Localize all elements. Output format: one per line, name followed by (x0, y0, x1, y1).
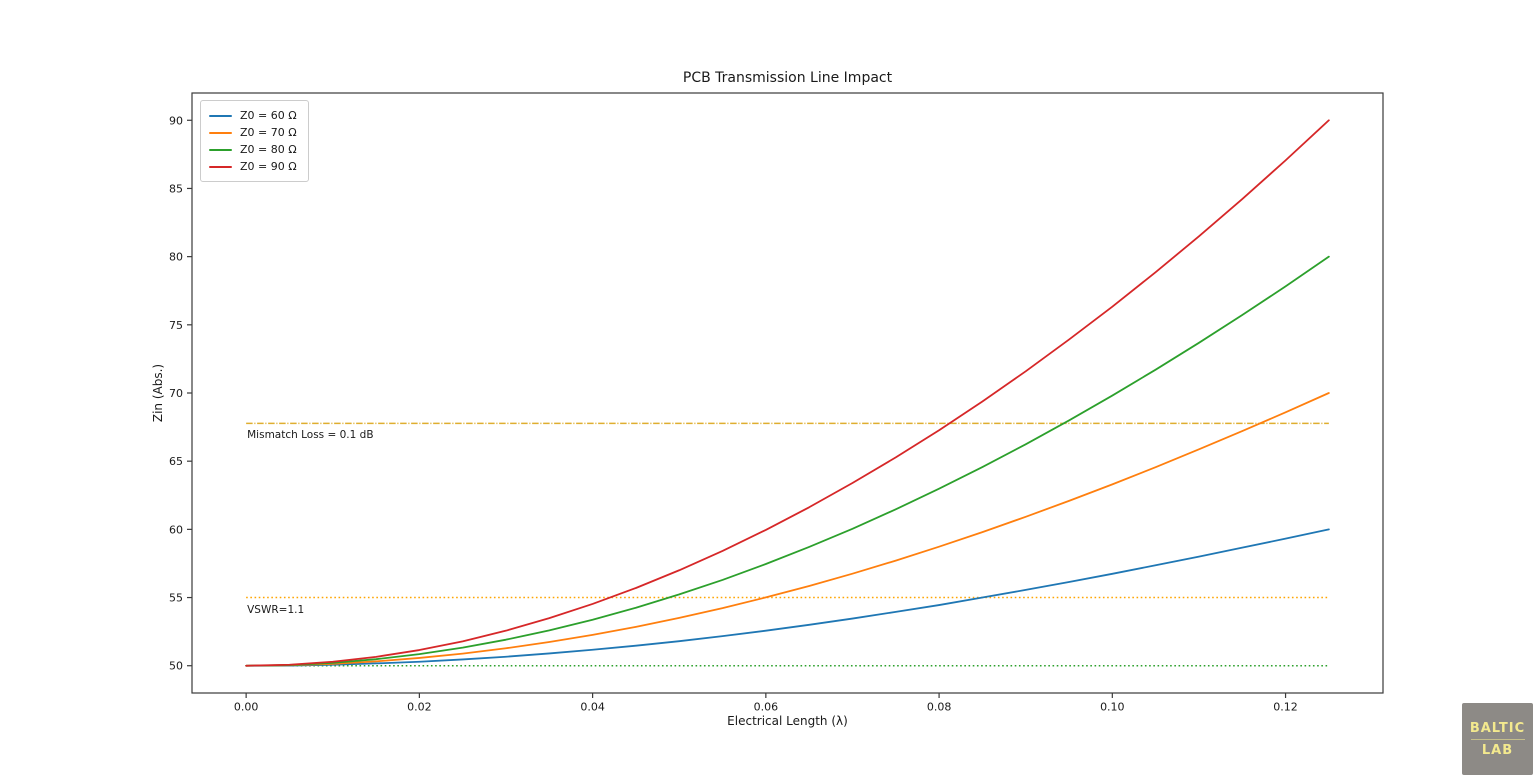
y-axis-label: Zin (Abs.) (151, 363, 165, 423)
curve-070 (245, 392, 1330, 667)
legend-line-swatch (209, 114, 232, 117)
legend-item: Z0 = 60 Ω (209, 107, 297, 124)
legend-label: Z0 = 80 Ω (240, 143, 297, 156)
y-tick-label: 55 (169, 592, 183, 605)
chart-title: PCB Transmission Line Impact (682, 70, 893, 86)
x-tick-label: 0.12 (1273, 701, 1298, 714)
curve-080 (245, 255, 1330, 667)
y-tick-label: 85 (169, 182, 183, 195)
y-tick-label: 60 (169, 523, 183, 536)
legend-label: Z0 = 70 Ω (240, 126, 297, 139)
x-tick-label: 0.08 (927, 701, 952, 714)
watermark-divider (1470, 738, 1525, 740)
watermark-text-top: BALTIC (1469, 720, 1526, 736)
legend: Z0 = 60 Ω Z0 = 70 Ω Z0 = 80 Ω Z0 = 90 Ω (200, 100, 309, 182)
x-tick-label: 0.10 (1100, 701, 1125, 714)
legend-label: Z0 = 60 Ω (240, 109, 297, 122)
baltic-lab-logo: BALTIC LAB (1462, 703, 1533, 775)
curve-060 (245, 528, 1330, 667)
y-tick-label: 75 (169, 319, 183, 332)
legend-label: Z0 = 90 Ω (240, 160, 297, 173)
x-tick-label: 0.06 (754, 701, 779, 714)
y-tick-label: 90 (169, 114, 183, 127)
y-tick-label: 70 (169, 387, 183, 400)
y-tick-label: 65 (169, 455, 183, 468)
legend-line-swatch (209, 165, 232, 168)
reference-line-label: Mismatch Loss = 0.1 dB (247, 429, 374, 442)
legend-line-swatch (209, 131, 232, 134)
legend-item: Z0 = 70 Ω (209, 124, 297, 141)
reference-line-label: VSWR=1.1 (247, 603, 305, 616)
y-tick-label: 80 (169, 251, 183, 264)
y-tick-label: 50 (169, 660, 183, 673)
legend-item: Z0 = 80 Ω (209, 141, 297, 158)
x-tick-label: 0.00 (234, 701, 259, 714)
legend-line-swatch (209, 148, 232, 151)
x-tick-label: 0.04 (580, 701, 605, 714)
watermark-text-bottom: LAB (1481, 742, 1514, 758)
legend-item: Z0 = 90 Ω (209, 158, 297, 175)
x-axis-label: Electrical Length (λ) (727, 714, 848, 728)
axes-frame (191, 92, 1384, 694)
curve-090 (245, 119, 1330, 667)
x-tick-label: 0.02 (407, 701, 432, 714)
